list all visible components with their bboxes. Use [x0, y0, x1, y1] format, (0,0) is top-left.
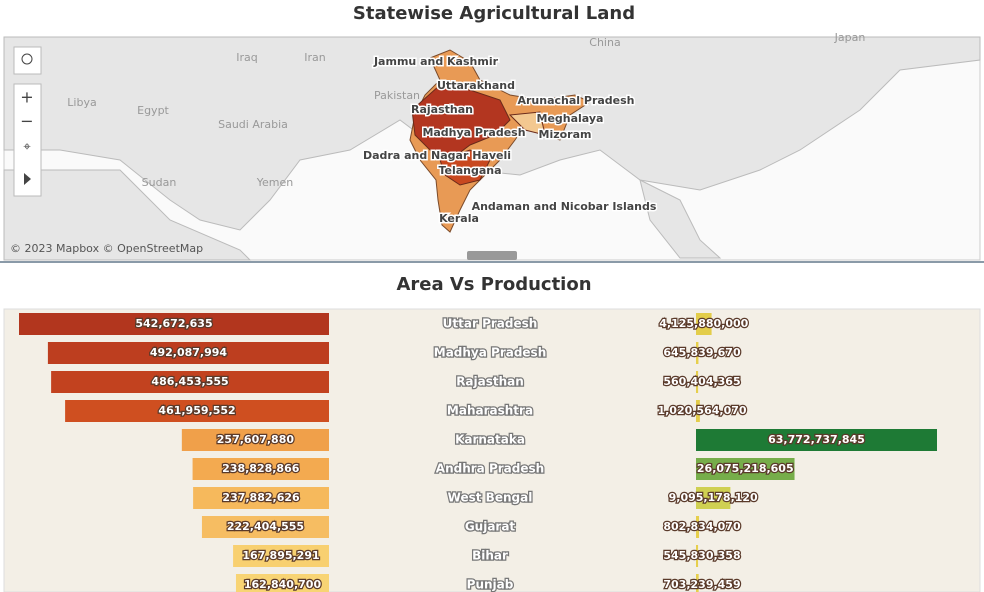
- production-bar: [696, 545, 699, 567]
- attribution: © 2023 Mapbox © OpenStreetMap: [10, 242, 203, 255]
- map-title: Statewise Agricultural Land: [353, 3, 635, 24]
- land: [3, 169, 252, 261]
- production-bar: [696, 371, 699, 393]
- production-bar: [696, 313, 712, 335]
- state-label: Uttarakhand: [437, 79, 515, 92]
- zoom-out[interactable]: −: [20, 112, 33, 131]
- category-label: Punjab: [467, 578, 514, 592]
- state-label: Dadra and Nagar Haveli: [363, 149, 511, 162]
- production-bar: [696, 487, 731, 509]
- map-controls: + − ⌖: [13, 46, 42, 197]
- production-bar: [696, 516, 700, 538]
- category-label: Rajasthan: [456, 375, 524, 389]
- place-label: Sudan: [142, 176, 177, 189]
- area-label: 238,828,866: [222, 462, 300, 475]
- search-button[interactable]: [13, 46, 42, 75]
- state-label: Arunachal Pradesh: [517, 94, 634, 107]
- category-label: Andhra Pradesh: [436, 462, 544, 476]
- production-label: 9,095,178,120: [669, 491, 758, 504]
- area-label: 167,895,291: [242, 549, 319, 562]
- category-label: Uttar Pradesh: [443, 317, 538, 331]
- area-label: 237,882,626: [222, 491, 300, 504]
- state-label: Telangana: [438, 164, 501, 177]
- production-bar: [696, 342, 699, 364]
- place-label: China: [589, 36, 620, 49]
- production-label: 802,834,070: [663, 520, 741, 533]
- area-bar: [235, 574, 329, 592]
- area-label: 492,087,994: [150, 346, 228, 359]
- production-bar: [696, 458, 795, 480]
- place-label: Yemen: [256, 176, 294, 189]
- place-label: Saudi Arabia: [218, 118, 288, 131]
- production-bar: [696, 400, 700, 422]
- state-label: Rajasthan: [411, 103, 473, 116]
- area-bar: [51, 371, 330, 393]
- expand[interactable]: [24, 173, 31, 185]
- state-label: Jammu and Kashmir: [373, 55, 499, 68]
- zoom-in[interactable]: +: [20, 88, 33, 107]
- area-label: 461,959,552: [158, 404, 235, 417]
- production-label: 645,839,670: [663, 346, 741, 359]
- land: [639, 179, 722, 259]
- category-label: Gujarat: [465, 520, 516, 534]
- state-region: [508, 111, 546, 136]
- state-label: Meghalaya: [537, 112, 604, 125]
- production-label: 63,772,737,845: [768, 433, 865, 446]
- state-label: Mizoram: [539, 128, 592, 141]
- area-label: 486,453,555: [151, 375, 228, 388]
- place-label: Egypt: [137, 104, 169, 117]
- state-label: Kerala: [439, 212, 479, 225]
- production-bar: [696, 574, 699, 592]
- area-bar: [201, 516, 329, 538]
- area-bar: [192, 458, 329, 480]
- place-label: Iraq: [236, 51, 258, 64]
- place-label: Pakistan: [374, 89, 420, 102]
- category-label: Bihar: [472, 549, 508, 563]
- reset[interactable]: ⌖: [23, 140, 31, 155]
- production-label: 545,830,358: [663, 549, 740, 562]
- state-region: [439, 149, 491, 186]
- production-label: 560,404,365: [663, 375, 740, 388]
- area-bar: [47, 342, 330, 364]
- chart-title: Area Vs Production: [396, 274, 591, 295]
- area-bar: [181, 429, 329, 451]
- area-label: 257,607,880: [217, 433, 295, 446]
- area-bar: [65, 400, 329, 422]
- area-label: 542,672,635: [135, 317, 212, 330]
- area-bar: [19, 313, 329, 335]
- area-bar: [193, 487, 329, 509]
- production-label: 703,239,459: [663, 578, 740, 591]
- map: + − ⌖ © 2023 Mapbox © OpenStreetMap: [3, 36, 981, 261]
- state-label: Madhya Pradesh: [422, 126, 525, 139]
- state-label: Andaman and Nicobar Islands: [472, 200, 657, 213]
- category-label: Maharashtra: [447, 404, 533, 418]
- place-label: Japan: [834, 31, 866, 44]
- area-label: 222,404,555: [227, 520, 304, 533]
- resize-handle[interactable]: [467, 251, 517, 260]
- production-bar: [696, 429, 937, 451]
- place-label: Iran: [304, 51, 326, 64]
- icon: [21, 53, 33, 65]
- place-label: Libya: [67, 96, 96, 109]
- production-label: 26,075,218,605: [697, 462, 794, 475]
- category-label: Madhya Pradesh: [434, 346, 547, 360]
- area-label: 162,840,700: [244, 578, 322, 591]
- area-bar: [233, 545, 329, 567]
- production-label: 4,125,880,000: [659, 317, 748, 330]
- production-label: 1,020,564,070: [657, 404, 746, 417]
- category-label: West Bengal: [448, 491, 533, 505]
- state-region: [411, 84, 511, 161]
- category-label: Karnataka: [455, 433, 525, 447]
